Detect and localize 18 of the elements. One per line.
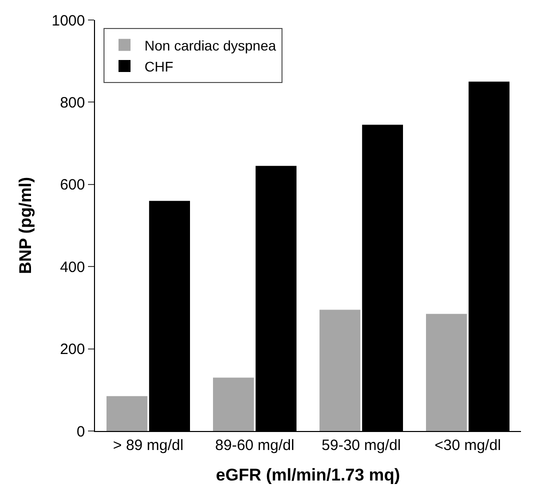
y-tick-label: 400 (60, 258, 85, 276)
bar (426, 314, 467, 431)
legend-label: CHF (144, 58, 174, 74)
y-tick-label: 1000 (52, 12, 85, 30)
bar (320, 310, 360, 431)
bar (106, 396, 148, 431)
y-tick-label: 200 (60, 341, 85, 358)
x-tick-label: 59-30 mg/dl (322, 437, 401, 454)
y-tick-label: 600 (60, 176, 85, 194)
x-tick-label: 89-60 mg/dl (215, 437, 294, 454)
x-tick-label: <30 mg/dl (434, 437, 501, 454)
y-tick-label: 800 (60, 94, 85, 112)
y-tick-label: 0 (76, 423, 85, 440)
y-axis-title: BNP (pg/ml) (16, 177, 36, 274)
legend-label: Non cardiac dyspnea (144, 37, 276, 54)
bar (213, 378, 254, 431)
x-tick-label: > 89 mg/dl (113, 437, 184, 454)
x-axis-title: eGFR (ml/min/1.73 mq) (216, 465, 400, 484)
